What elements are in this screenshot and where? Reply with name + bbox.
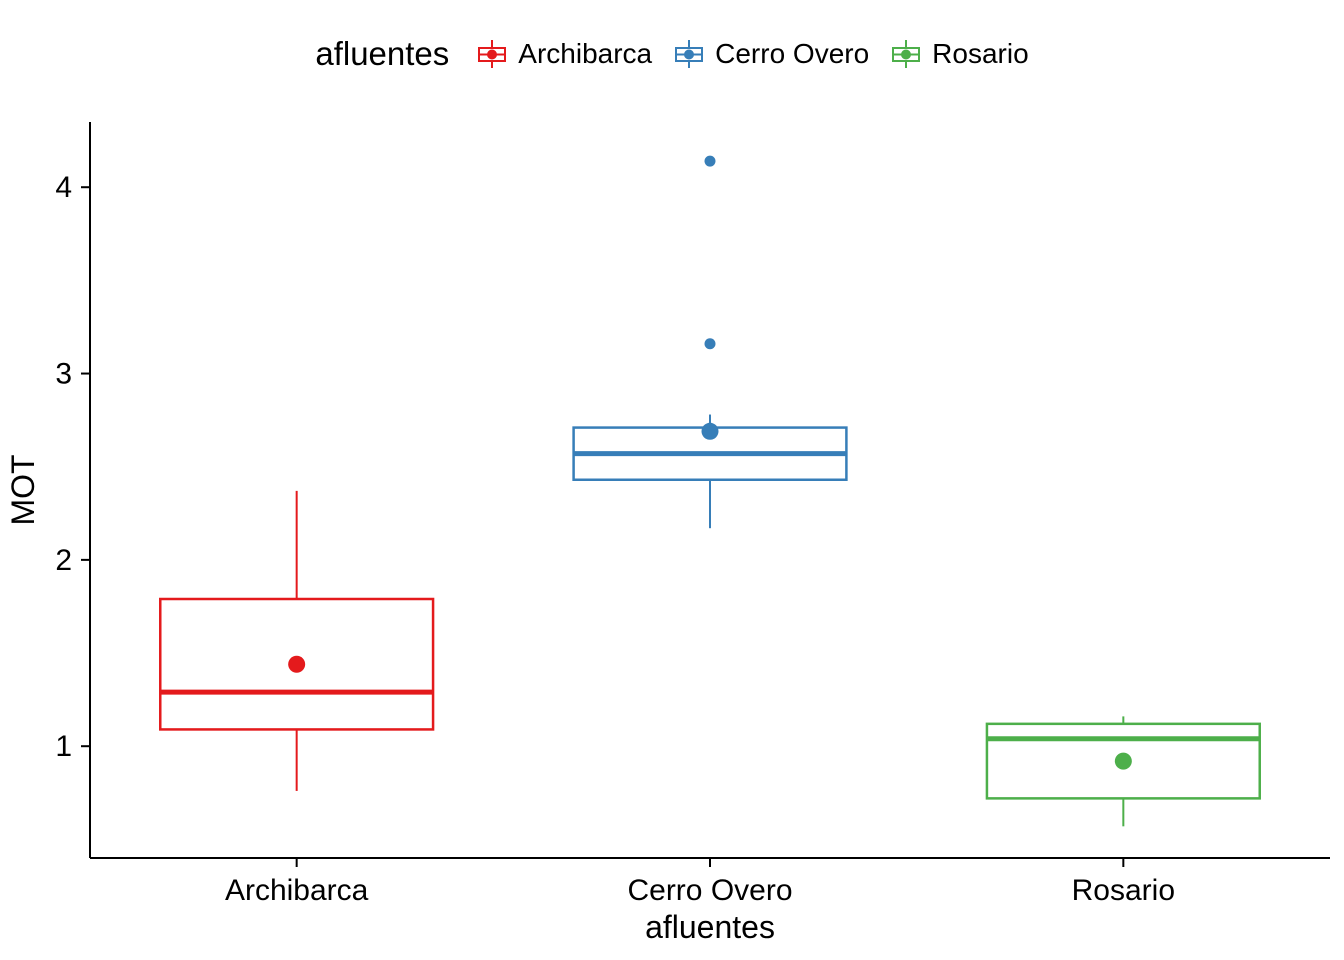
y-axis-title: MOT [5, 454, 41, 525]
legend-title: afluentes [315, 35, 450, 72]
mean-point [701, 422, 719, 440]
outlier-point [704, 338, 716, 350]
boxplot-key-icon [478, 40, 507, 68]
boxplot-key-icon [675, 40, 704, 68]
boxplot-key-icon [892, 40, 921, 68]
y-tick-label: 3 [55, 358, 72, 391]
x-tick-label: Archibarca [225, 874, 369, 907]
x-tick-label: Cerro Overo [627, 874, 792, 907]
y-tick-label: 4 [55, 171, 72, 204]
outlier-point [704, 155, 716, 167]
legend-item: Rosario [889, 37, 1029, 71]
mean-point [288, 655, 306, 673]
legend-item: Archibarca [475, 37, 652, 71]
y-tick-label: 1 [55, 730, 72, 763]
legend-item: Cerro Overo [672, 37, 869, 71]
legend-item-label: Archibarca [518, 38, 653, 69]
legend-item-label: Cerro Overo [715, 38, 870, 69]
legend: afluentes Archibarca Cerro Overo Rosario [0, 26, 1344, 82]
legend-item-label: Rosario [932, 38, 1029, 69]
x-axis-title: afluentes [645, 909, 775, 945]
y-tick-label: 2 [55, 544, 72, 577]
mean-point [1114, 752, 1132, 770]
x-tick-label: Rosario [1072, 874, 1175, 907]
